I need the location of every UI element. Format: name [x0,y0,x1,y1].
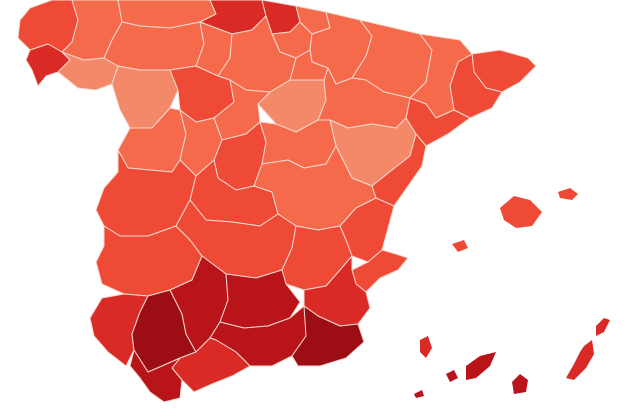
island-gran-canaria[interactable] [512,374,528,394]
province-ourense[interactable] [57,51,119,91]
island-tenerife[interactable] [466,352,496,380]
island-el-hierro[interactable] [414,390,424,398]
province-leon[interactable] [103,21,205,71]
province-almeria[interactable] [291,305,365,367]
province-pontevedra[interactable] [25,43,71,87]
island-fuerteventura[interactable] [566,340,594,380]
island-la-palma[interactable] [420,336,432,358]
province-valencia[interactable] [339,197,395,263]
island-la-gomera[interactable] [446,370,458,382]
island-lanzarote[interactable] [596,318,610,336]
island-ibiza[interactable] [452,240,468,252]
province-castellon[interactable] [371,133,427,207]
island-mallorca[interactable] [500,196,542,228]
island-menorca[interactable] [558,188,578,200]
province-cadiz[interactable] [129,349,183,403]
